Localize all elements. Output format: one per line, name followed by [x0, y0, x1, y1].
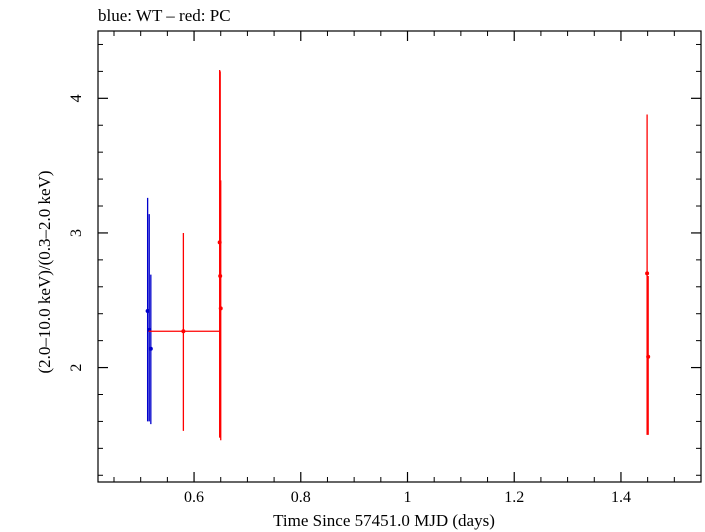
y-tick-label: 3 — [68, 229, 85, 237]
data-point — [645, 271, 650, 276]
y-axis: 2 3 4 — [68, 43, 701, 476]
data-point — [646, 354, 651, 359]
chart-title: blue: WT – red: PC — [98, 6, 231, 25]
y-tick-label: 2 — [68, 364, 85, 372]
x-tick-label: 1.4 — [611, 489, 631, 506]
y-tick-label: 4 — [68, 94, 85, 102]
x-axis-label: Time Since 57451.0 MJD (days) — [273, 511, 495, 530]
x-tick-label: 0.8 — [291, 489, 311, 506]
series-wt — [145, 197, 153, 425]
data-point — [181, 329, 186, 334]
plot-frame — [97, 30, 702, 483]
data-point — [218, 306, 223, 311]
data-point — [148, 346, 153, 351]
x-tick-label: 1 — [404, 489, 412, 506]
y-axis-label: (2.0–10.0 keV)/(0.3–2.0 keV) — [35, 170, 54, 373]
x-tick-label: 1.2 — [504, 489, 524, 506]
data-series — [145, 70, 651, 441]
x-tick-label: 0.6 — [184, 489, 204, 506]
series-pc — [148, 70, 651, 441]
x-axis: 0.6 0.8 1 1.2 1.4 — [113, 31, 702, 506]
